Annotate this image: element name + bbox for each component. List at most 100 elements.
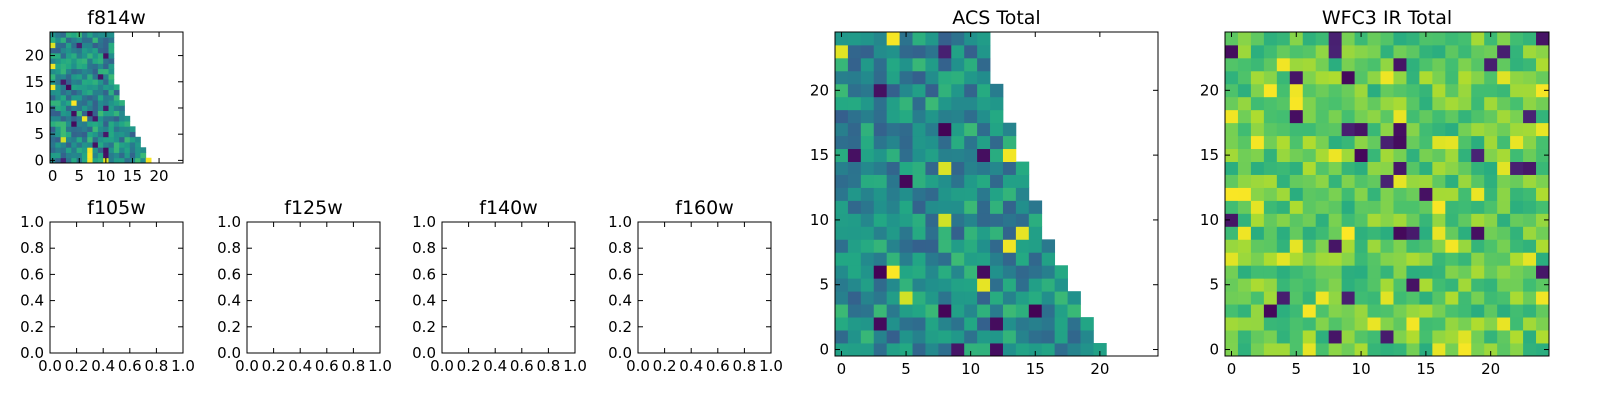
heatmap-cell (1250, 317, 1265, 331)
heatmap-cell (1041, 343, 1056, 357)
heatmap-cell (1536, 44, 1550, 59)
heatmap-cell (964, 330, 978, 344)
heatmap-cell (835, 161, 849, 175)
heatmap-cell (835, 70, 849, 85)
heatmap-cell (1458, 122, 1472, 137)
heatmap-cell (71, 115, 77, 122)
heatmap-cell (1315, 317, 1330, 331)
heatmap-cell (103, 79, 109, 85)
heatmap-cell (1380, 187, 1394, 201)
heatmap-cell (1432, 317, 1446, 331)
heatmap-cell (990, 135, 1004, 150)
heatmap-cell (1315, 343, 1330, 357)
heatmap-cells (835, 32, 1107, 357)
heatmap-cell (1445, 161, 1459, 175)
heatmap-cell (1536, 317, 1550, 331)
heatmap-cell (87, 37, 93, 43)
heatmap-cell (1341, 330, 1355, 344)
heatmap-cell (1458, 213, 1472, 227)
heatmap-cell (71, 126, 77, 132)
y-tick-label: 0.8 (412, 239, 436, 257)
heatmap-cell (925, 32, 939, 46)
heatmap-cell (1225, 44, 1239, 59)
heatmap-cell (81, 79, 88, 85)
heatmap-cell (899, 83, 913, 98)
heatmap-cell (60, 52, 67, 59)
heatmap-cell (835, 317, 849, 331)
heatmap-cell (1225, 278, 1239, 292)
heatmap-cell (1445, 70, 1459, 85)
heatmap-cell (1523, 44, 1537, 59)
heatmap-cell (124, 157, 131, 164)
heatmap-cell (1419, 174, 1433, 188)
heatmap-cell (1367, 174, 1381, 188)
heatmap-cell (1406, 187, 1420, 201)
heatmap-cell (71, 94, 77, 101)
heatmap-cell (1315, 32, 1330, 46)
heatmap-cell (1302, 174, 1317, 188)
heatmap-cell (990, 161, 1004, 175)
heatmap-cell (81, 94, 88, 101)
heatmap-cell (1536, 135, 1550, 150)
panel-wfc3_ir_total: 0 5 10 15 20 0 5 10 15 20 WFC3 IR Total (1200, 7, 1550, 378)
heatmap-cell (1250, 239, 1265, 253)
heatmap-cell (951, 343, 965, 357)
heatmap-cell (899, 317, 913, 331)
heatmap-cell (50, 94, 56, 101)
heatmap-cell (55, 68, 62, 75)
heatmap-cell (860, 330, 875, 344)
heatmap-cell (1432, 174, 1446, 188)
heatmap-cell (140, 157, 147, 164)
y-tick-label: 1.0 (20, 213, 44, 231)
heatmap-cell (1445, 304, 1459, 318)
heatmap-cell (71, 58, 77, 64)
heatmap-cell (990, 330, 1004, 344)
heatmap-cell (951, 213, 965, 227)
heatmap-cell (87, 131, 93, 138)
heatmap-cell (1276, 161, 1291, 175)
heatmap-cell (65, 58, 72, 64)
heatmap-cell (1523, 200, 1537, 214)
heatmap-cell (1380, 109, 1394, 124)
heatmap-cell (1328, 109, 1343, 124)
heatmap-cell (1341, 83, 1355, 98)
heatmap-cell (1445, 252, 1459, 266)
heatmap-cell (886, 252, 900, 266)
heatmap-cell (1497, 304, 1511, 318)
heatmap-cell (1432, 187, 1446, 201)
heatmap-cell (925, 304, 939, 318)
heatmap-cell (103, 94, 109, 101)
heatmap-cell (81, 42, 88, 49)
heatmap-cell (860, 83, 875, 98)
heatmap-cell (1458, 83, 1472, 98)
heatmap-cell (71, 68, 77, 75)
heatmap-cell (1484, 304, 1498, 318)
heatmap-cell (103, 105, 109, 111)
heatmap-cell (951, 187, 965, 201)
heatmap-cell (1497, 343, 1511, 357)
heatmap-cell (65, 32, 72, 38)
heatmap-cell (1393, 239, 1407, 253)
heatmap-cell (1393, 278, 1407, 292)
heatmap-cell (65, 142, 72, 148)
heatmap-cell (1536, 32, 1550, 46)
heatmap-cell (108, 89, 115, 96)
heatmap-cell (97, 110, 104, 117)
heatmap-cell (1497, 265, 1511, 279)
heatmap-cell (1289, 187, 1304, 201)
heatmap-cell (103, 42, 109, 49)
heatmap-cell (1354, 304, 1368, 318)
heatmap-cell (1263, 291, 1278, 305)
heatmap-cell (847, 317, 862, 331)
heatmap-cell (964, 122, 978, 137)
heatmap-cell (1380, 226, 1394, 240)
heatmap-cell (1276, 278, 1291, 292)
heatmap-cell (873, 44, 888, 59)
heatmap-cell (81, 73, 88, 80)
heatmap-cell (1367, 200, 1381, 214)
heatmap-cell (1406, 252, 1420, 266)
heatmap-cell (55, 115, 62, 122)
heatmap-cell (65, 63, 72, 70)
heatmap-cell (87, 58, 93, 64)
x-tick-label: 10 (96, 167, 115, 185)
